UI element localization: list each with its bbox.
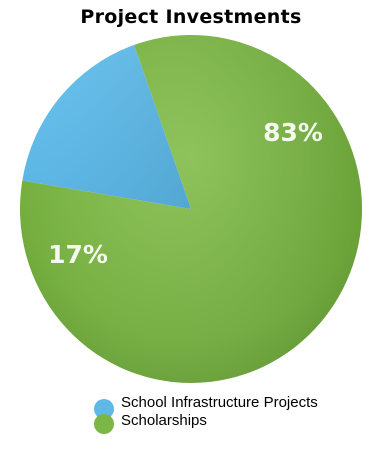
pie-chart: 17% 83% [20,34,363,383]
chart-legend: School Infrastructure Projects Scholarsh… [94,394,364,434]
slice-label-17-percent: 17% [48,240,108,269]
legend-label: School Infrastructure Projects [121,394,318,411]
chart-title: Project Investments [80,6,302,28]
legend-item-school-infrastructure: School Infrastructure Projects [94,394,364,419]
legend-item-scholarships: Scholarships [94,412,364,434]
pie-shading [20,35,362,383]
legend-label: Scholarships [121,412,207,429]
slice-label-83-percent: 83% [263,118,323,147]
legend-swatch-green [94,414,114,434]
